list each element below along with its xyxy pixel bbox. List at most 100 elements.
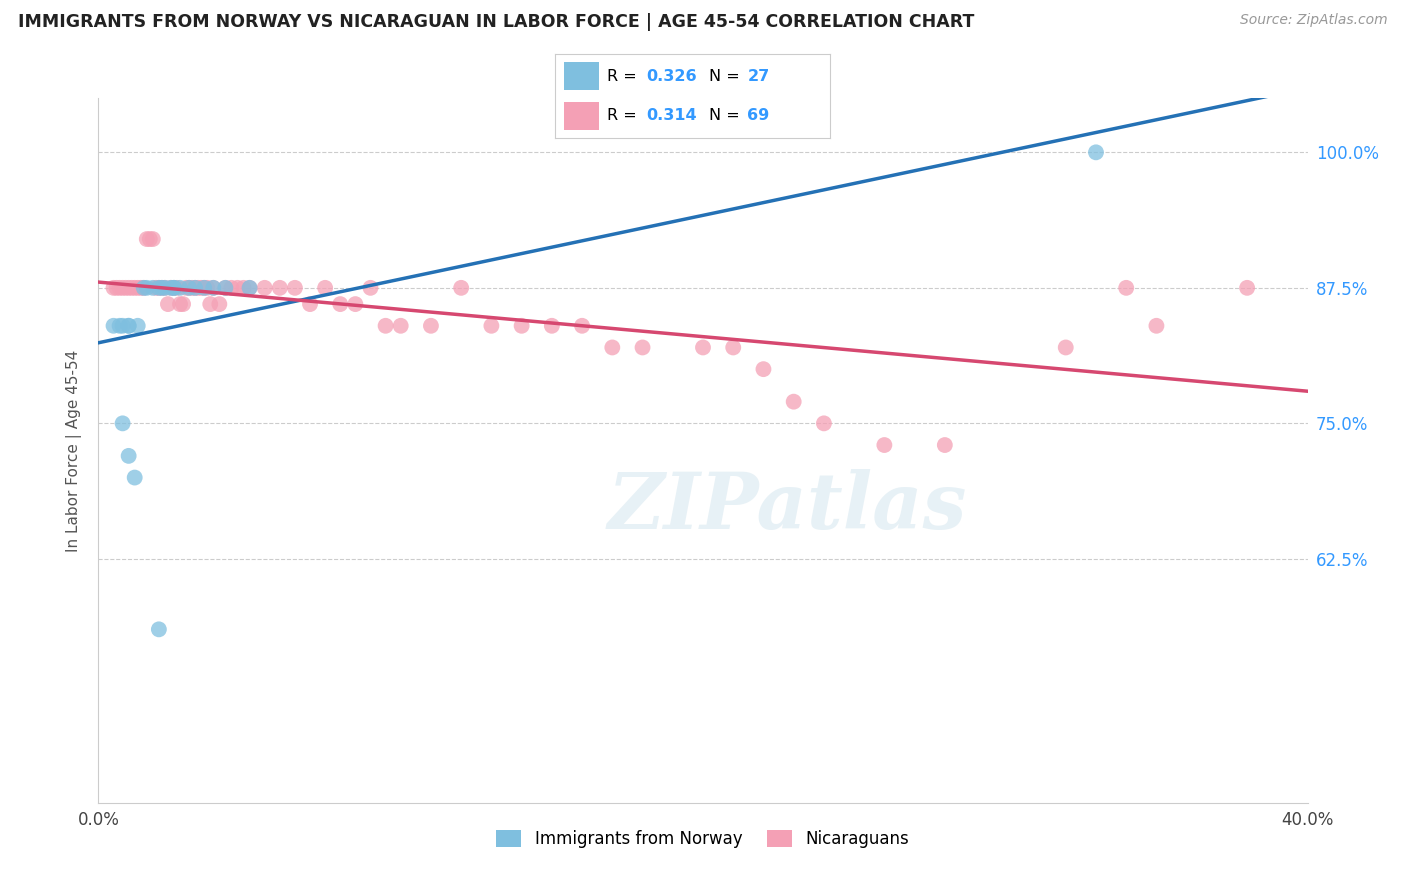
Point — [150, 281, 173, 295]
Y-axis label: In Labor Force | Age 45-54: In Labor Force | Age 45-54 — [66, 350, 83, 551]
Point — [118, 318, 141, 333]
Point — [124, 281, 146, 295]
Point — [873, 438, 896, 452]
Point — [813, 417, 835, 431]
Point — [163, 281, 186, 295]
Text: 0.314: 0.314 — [645, 108, 696, 123]
Text: IMMIGRANTS FROM NORWAY VS NICARAGUAN IN LABOR FORCE | AGE 45-54 CORRELATION CHAR: IMMIGRANTS FROM NORWAY VS NICARAGUAN IN … — [18, 13, 974, 31]
Point — [329, 297, 352, 311]
Point — [142, 232, 165, 246]
Point — [226, 281, 249, 295]
Point — [179, 281, 201, 295]
Point — [163, 281, 186, 295]
Point — [156, 297, 179, 311]
Point — [389, 318, 412, 333]
Point — [1144, 318, 1167, 333]
Point — [111, 318, 134, 333]
Point — [253, 281, 276, 295]
Point — [360, 281, 382, 295]
Text: R =: R = — [607, 108, 643, 123]
Point — [132, 281, 155, 295]
Text: N =: N = — [709, 69, 745, 84]
Point — [111, 417, 134, 431]
Point — [202, 281, 225, 295]
Point — [783, 394, 806, 409]
Point — [193, 281, 215, 295]
Point — [150, 281, 173, 295]
Point — [172, 297, 194, 311]
Point — [631, 341, 654, 355]
Text: ZIPatlas: ZIPatlas — [607, 468, 967, 545]
Point — [190, 281, 212, 295]
Point — [103, 318, 125, 333]
Point — [145, 281, 167, 295]
Point — [374, 318, 396, 333]
Point — [124, 470, 146, 484]
Point — [193, 281, 215, 295]
Point — [752, 362, 775, 376]
Point — [179, 281, 201, 295]
Point — [118, 318, 141, 333]
Point — [723, 341, 745, 355]
Point — [314, 281, 336, 295]
Point — [187, 281, 209, 295]
Point — [121, 281, 143, 295]
Text: 0.326: 0.326 — [645, 69, 696, 84]
FancyBboxPatch shape — [564, 62, 599, 90]
Point — [214, 281, 236, 295]
Text: 27: 27 — [748, 69, 769, 84]
Point — [142, 281, 165, 295]
Point — [195, 281, 218, 295]
Point — [153, 281, 176, 295]
Point — [221, 281, 243, 295]
Point — [344, 297, 367, 311]
Point — [181, 281, 204, 295]
Text: 69: 69 — [748, 108, 769, 123]
Point — [269, 281, 291, 295]
Point — [127, 281, 149, 295]
Point — [118, 281, 141, 295]
Point — [148, 281, 170, 295]
Point — [450, 281, 472, 295]
Point — [602, 341, 624, 355]
Point — [135, 232, 157, 246]
Point — [129, 281, 152, 295]
Point — [420, 318, 443, 333]
Point — [202, 281, 225, 295]
Point — [166, 281, 188, 295]
Point — [1236, 281, 1258, 295]
Point — [1054, 341, 1077, 355]
Point — [934, 438, 956, 452]
Point — [232, 281, 254, 295]
Point — [540, 318, 562, 333]
Point — [208, 297, 231, 311]
Point — [200, 297, 222, 311]
Point — [135, 281, 157, 295]
Point — [239, 281, 262, 295]
Point — [184, 281, 207, 295]
Text: N =: N = — [709, 108, 745, 123]
Point — [174, 281, 197, 295]
Point — [214, 281, 236, 295]
Point — [284, 281, 307, 295]
Point — [127, 318, 149, 333]
Point — [692, 341, 714, 355]
Point — [103, 281, 125, 295]
Point — [111, 281, 134, 295]
Point — [160, 281, 183, 295]
Point — [163, 281, 186, 295]
Point — [148, 623, 170, 637]
Point — [510, 318, 533, 333]
Point — [299, 297, 322, 311]
Point — [114, 281, 136, 295]
Point — [571, 318, 593, 333]
Point — [108, 318, 131, 333]
Point — [481, 318, 503, 333]
Text: R =: R = — [607, 69, 643, 84]
Point — [169, 297, 191, 311]
Point — [153, 281, 176, 295]
Point — [105, 281, 128, 295]
Legend: Immigrants from Norway, Nicaraguans: Immigrants from Norway, Nicaraguans — [489, 822, 917, 855]
Point — [132, 281, 155, 295]
Point — [169, 281, 191, 295]
